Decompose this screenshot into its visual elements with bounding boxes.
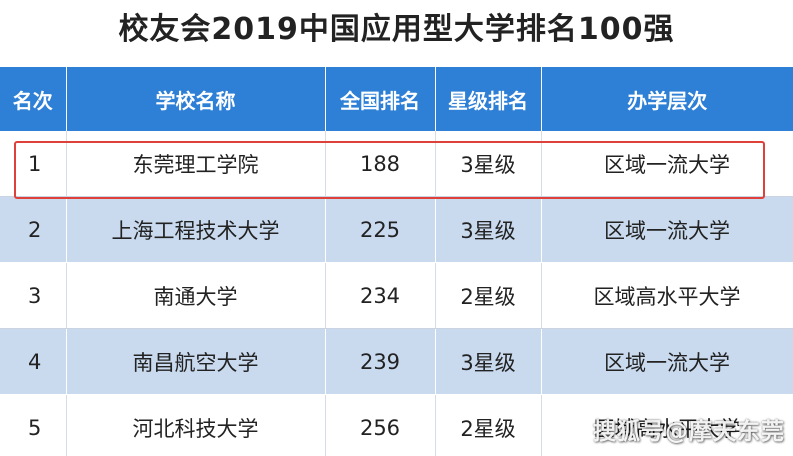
cell-school-level: 区域高水平大学 [541, 262, 793, 329]
header-school-name: 学校名称 [66, 67, 326, 131]
cell-school-name: 南昌航空大学 [66, 328, 326, 395]
cell-school-name: 河北科技大学 [66, 394, 326, 456]
cell-rank: 4 [0, 328, 67, 395]
cell-school-level: 区域一流大学 [541, 328, 793, 395]
table-row: 2 上海工程技术大学 225 3星级 区域一流大学 [0, 196, 793, 263]
watermark: 搜狐号@摩天东莞 [593, 419, 785, 445]
header-star-rank: 星级排名 [435, 67, 542, 131]
table-row: 4 南昌航空大学 239 3星级 区域一流大学 [0, 328, 793, 395]
header-school-level: 办学层次 [541, 67, 793, 131]
cell-school-level: 区域一流大学 [541, 196, 793, 263]
cell-school-name: 上海工程技术大学 [66, 196, 326, 263]
cell-school-name: 东莞理工学院 [66, 131, 326, 197]
table-row: 5 河北科技大学 256 2星级 区域高水平大学 [0, 394, 793, 456]
cell-rank: 5 [0, 394, 67, 456]
cell-rank: 3 [0, 262, 67, 329]
header-rank: 名次 [0, 67, 67, 131]
table-header-row: 名次 学校名称 全国排名 星级排名 办学层次 [0, 67, 793, 131]
cell-star-rank: 3星级 [435, 328, 542, 395]
cell-school-level: 区域一流大学 [541, 131, 793, 197]
header-national-rank: 全国排名 [325, 67, 436, 131]
table-row: 3 南通大学 234 2星级 区域高水平大学 [0, 262, 793, 329]
cell-school-name: 南通大学 [66, 262, 326, 329]
cell-rank: 1 [0, 131, 67, 197]
cell-rank: 2 [0, 196, 67, 263]
page-title: 校友会2019中国应用型大学排名100强 [118, 12, 675, 47]
cell-star-rank: 3星级 [435, 196, 542, 263]
cell-star-rank: 3星级 [435, 131, 542, 197]
ranking-table: 名次 学校名称 全国排名 星级排名 办学层次 1 东莞理工学院 188 3星级 … [0, 67, 793, 456]
cell-national-rank: 225 [325, 196, 436, 263]
cell-national-rank: 256 [325, 394, 436, 456]
cell-star-rank: 2星级 [435, 262, 542, 329]
cell-national-rank: 188 [325, 131, 436, 197]
cell-national-rank: 239 [325, 328, 436, 395]
cell-star-rank: 2星级 [435, 394, 542, 456]
table-row: 1 东莞理工学院 188 3星级 区域一流大学 [0, 131, 793, 197]
cell-national-rank: 234 [325, 262, 436, 329]
cell-school-level: 区域高水平大学 [541, 394, 793, 456]
